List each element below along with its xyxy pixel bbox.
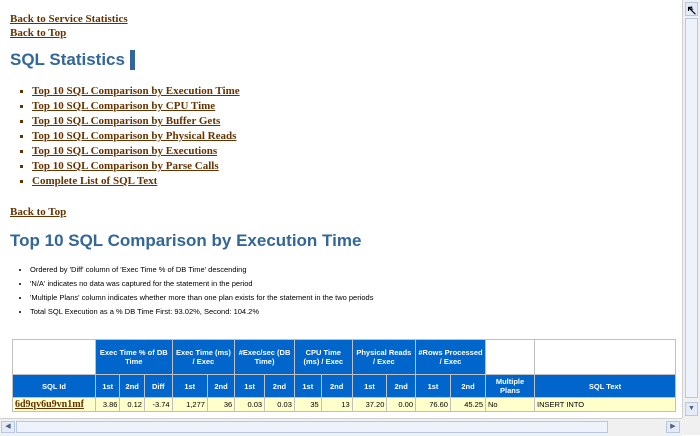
col-second: 2nd	[206, 374, 236, 398]
table-group-header-row: Exec Time % of DB Time Exec Time (ms) / …	[12, 339, 676, 375]
col-group-exec-time-ms: Exec Time (ms) / Exec	[171, 339, 236, 375]
col-sql-id: SQL Id	[12, 374, 96, 398]
col-group-physical-reads: Physical Reads / Exec	[351, 339, 417, 375]
scroll-down-arrow-icon[interactable]: ▼	[685, 402, 698, 416]
table-cell: 37.20	[351, 397, 388, 412]
table-cell: 76.60	[415, 397, 451, 412]
sql-statistics-heading: SQL Statistics	[10, 50, 678, 70]
scroll-left-arrow-icon[interactable]: ◀	[1, 421, 15, 433]
col-group-exec-time-pct: Exec Time % of DB Time	[95, 339, 173, 375]
col-first: 1st	[351, 374, 388, 398]
vertical-scrollbar[interactable]: ▲ ▼	[682, 0, 700, 418]
scrollbar-corner	[682, 418, 700, 435]
page-viewport: Back to Service Statistics Back to Top S…	[0, 0, 682, 418]
table-row: 6d9qv6u9vn1mf 3.86 0.12 -3.74 1,277 36 0…	[12, 397, 676, 412]
table-cell: 0.03	[234, 397, 266, 412]
table-cell: 35	[293, 397, 322, 412]
table-cell: 13	[320, 397, 353, 412]
table-cell: 3.86	[94, 397, 121, 412]
table-cell: 0.00	[386, 397, 416, 412]
col-second: 2nd	[119, 374, 145, 398]
col-first: 1st	[415, 374, 451, 398]
horizontal-scroll-thumb[interactable]	[16, 421, 608, 433]
back-to-service-statistics-link[interactable]: Back to Service Statistics	[10, 13, 128, 25]
note-item: 'Multiple Plans' column indicates whethe…	[30, 291, 678, 305]
col-second: 2nd	[264, 374, 295, 398]
blank-header-cell	[485, 339, 535, 375]
back-to-top-link-2[interactable]: Back to Top	[10, 206, 67, 218]
col-second: 2nd	[386, 374, 416, 398]
col-group-cpu-time: CPU Time (ms) / Exec	[293, 339, 353, 375]
blank-header-cell	[534, 339, 676, 375]
toc-link-physical-reads[interactable]: Top 10 SQL Comparison by Physical Reads	[32, 130, 237, 142]
col-first: 1st	[94, 374, 121, 398]
multiple-plans-cell: No	[485, 397, 535, 412]
table-sub-header-row: SQL Id 1st 2nd Diff 1st 2nd 1st 2nd 1st …	[12, 374, 676, 398]
col-sql-text: SQL Text	[534, 374, 676, 398]
table-cell: 0.03	[264, 397, 295, 412]
toc-link-parse-calls[interactable]: Top 10 SQL Comparison by Parse Calls	[32, 160, 219, 172]
toc-item: Top 10 SQL Comparison by Executions	[32, 144, 678, 159]
sql-text-cell: INSERT INTO	[534, 397, 676, 412]
col-first: 1st	[234, 374, 266, 398]
col-group-exec-per-sec: #Exec/sec (DB Time)	[234, 339, 295, 375]
toc-link-cpu-time[interactable]: Top 10 SQL Comparison by CPU Time	[32, 100, 216, 112]
toc-link-sql-text[interactable]: Complete List of SQL Text	[32, 175, 158, 187]
col-diff: Diff	[143, 374, 173, 398]
table-cell: 0.12	[119, 397, 145, 412]
toc-item: Top 10 SQL Comparison by Buffer Gets	[32, 114, 678, 129]
exec-time-section-heading: Top 10 SQL Comparison by Execution Time	[10, 231, 678, 251]
sql-id-link[interactable]: 6d9qv6u9vn1mf	[15, 399, 84, 410]
table-cell: 36	[206, 397, 236, 412]
sql-statistics-title: SQL Statistics	[10, 50, 125, 69]
toc-link-buffer-gets[interactable]: Top 10 SQL Comparison by Buffer Gets	[32, 115, 221, 127]
scroll-up-arrow-icon[interactable]: ▲	[685, 2, 698, 16]
note-item: Total SQL Execution as a % DB Time First…	[30, 305, 678, 319]
toc-item: Complete List of SQL Text	[32, 174, 678, 189]
col-first: 1st	[293, 374, 322, 398]
toc-item: Top 10 SQL Comparison by Execution Time	[32, 84, 678, 99]
exec-time-table: Exec Time % of DB Time Exec Time (ms) / …	[12, 339, 676, 412]
toc-item: Top 10 SQL Comparison by Parse Calls	[32, 159, 678, 174]
table-cell: -3.74	[143, 397, 173, 412]
note-item: 'N/A' indicates no data was captured for…	[30, 277, 678, 291]
vertical-scroll-thumb[interactable]	[685, 18, 698, 398]
toc-item: Top 10 SQL Comparison by CPU Time	[32, 99, 678, 114]
col-second: 2nd	[449, 374, 487, 398]
sql-statistics-toc: Top 10 SQL Comparison by Execution Time …	[10, 84, 678, 189]
blank-header-cell	[12, 339, 96, 375]
note-item: Ordered by 'Diff' column of 'Exec Time %…	[30, 263, 678, 277]
col-first: 1st	[171, 374, 208, 398]
exec-time-section-title: Top 10 SQL Comparison by Execution Time	[10, 231, 362, 250]
col-second: 2nd	[320, 374, 353, 398]
col-multiple-plans: Multiple Plans	[485, 374, 535, 398]
toc-item: Top 10 SQL Comparison by Physical Reads	[32, 129, 678, 144]
toc-link-executions[interactable]: Top 10 SQL Comparison by Executions	[32, 145, 218, 157]
horizontal-scrollbar[interactable]: ◀ ▶	[0, 418, 682, 436]
page-content: Back to Service Statistics Back to Top S…	[10, 12, 678, 319]
exec-time-notes: Ordered by 'Diff' column of 'Exec Time %…	[10, 263, 678, 319]
table-cell: 1,277	[171, 397, 208, 412]
heading-accent-bar	[129, 50, 135, 70]
scroll-right-arrow-icon[interactable]: ▶	[666, 421, 680, 433]
back-to-top-link[interactable]: Back to Top	[10, 27, 67, 39]
sql-id-cell: 6d9qv6u9vn1mf	[12, 397, 96, 412]
mouse-cursor-icon: ↖	[686, 2, 698, 18]
table-cell: 45.25	[449, 397, 487, 412]
toc-link-execution-time[interactable]: Top 10 SQL Comparison by Execution Time	[32, 85, 240, 97]
col-group-rows-processed: #Rows Processed / Exec	[415, 339, 486, 375]
